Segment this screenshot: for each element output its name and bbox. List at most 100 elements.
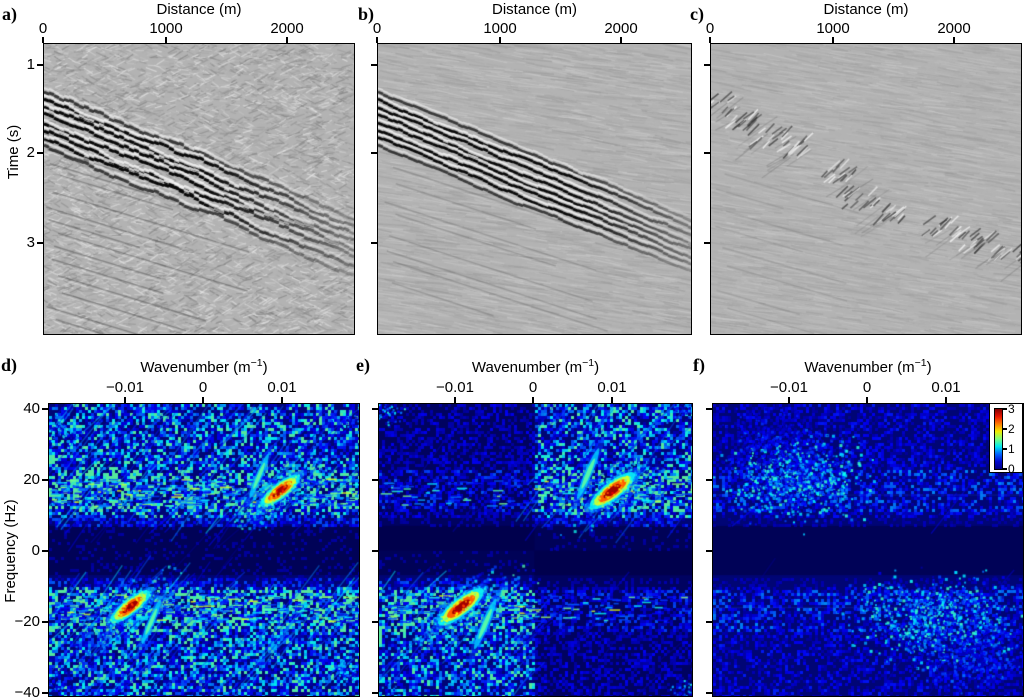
wavenumber-title-text: Wavenumber (m (140, 359, 251, 376)
wavenumber-axis-title: Wavenumber (m−1) (378, 358, 693, 376)
axis-tick-mark (371, 242, 377, 244)
axis-tick-mark (372, 479, 378, 481)
distance-tick-label: 1000 (149, 20, 183, 37)
axis-tick-mark (788, 397, 790, 403)
axis-tick-mark (37, 242, 43, 244)
axis-tick-mark (42, 692, 48, 694)
panel-b-seismic-gather (377, 43, 692, 335)
frequency-tick-label: −20 (14, 613, 40, 630)
colorbar-tick-mark (1002, 448, 1007, 450)
axis-tick-mark (286, 37, 288, 43)
axis-tick-mark (704, 64, 710, 66)
axis-tick-mark (704, 152, 710, 154)
panel-a-canvas (44, 44, 354, 334)
panel-label-d: d) (1, 355, 18, 375)
axis-tick-mark (42, 550, 48, 552)
frequency-tick-label: −40 (14, 684, 40, 700)
axis-tick-mark (37, 64, 43, 66)
wavenumber-tick-label: −0.01 (106, 379, 144, 396)
axis-tick-mark (42, 479, 48, 481)
panel-e-fk-spectrum (378, 403, 693, 697)
colorbar-tick-label: 0 (1008, 462, 1015, 476)
frequency-tick-label: 0 (31, 542, 40, 559)
wavenumber-tick-label: 0 (862, 379, 872, 396)
colorbar-gradient (994, 408, 1003, 470)
colorbar-tick-mark (1002, 408, 1007, 410)
time-tick-label: 1 (26, 56, 35, 73)
distance-tick-label: 1000 (483, 20, 517, 37)
axis-tick-mark (499, 37, 501, 43)
axis-tick-mark (371, 152, 377, 154)
wavenumber-title-text: ) (594, 359, 600, 376)
distance-tick-label: 2000 (937, 20, 971, 37)
axis-tick-mark (709, 37, 711, 43)
panel-c-canvas (711, 44, 1021, 334)
wavenumber-tick-label: 0.01 (267, 379, 297, 396)
distance-axis-title: Distance (m) (156, 1, 242, 18)
wavenumber-title-text: ) (926, 359, 932, 376)
axis-tick-mark (372, 408, 378, 410)
wavenumber-axis-title: Wavenumber (m−1) (48, 358, 360, 376)
axis-tick-mark (42, 408, 48, 410)
panel-f-canvas (713, 404, 1023, 696)
distance-tick-label: 0 (372, 20, 382, 37)
wavenumber-axis-title: Wavenumber (m−1) (712, 358, 1024, 376)
panel-label-e: e) (356, 355, 370, 375)
colorbar-tick-mark (1002, 468, 1007, 470)
axis-tick-mark (202, 397, 204, 403)
wavenumber-title-superscript: −1 (914, 357, 927, 369)
panel-c-seismic-gather (710, 43, 1022, 335)
axis-tick-mark (611, 397, 613, 403)
axis-tick-mark (706, 550, 712, 552)
wavenumber-tick-label: 0.01 (931, 379, 961, 396)
distance-tick-label: 2000 (270, 20, 304, 37)
panel-b-canvas (378, 44, 691, 334)
axis-tick-mark (620, 37, 622, 43)
frequency-tick-label: 20 (23, 471, 40, 488)
axis-tick-mark (372, 550, 378, 552)
panel-f-fk-spectrum (712, 403, 1024, 697)
panel-label-f: f) (693, 355, 705, 375)
axis-tick-mark (42, 621, 48, 623)
distance-tick-label: 1000 (816, 20, 850, 37)
axis-tick-mark (281, 397, 283, 403)
frequency-tick-label: 40 (23, 400, 40, 417)
wavenumber-title-superscript: −1 (582, 357, 595, 369)
axis-tick-mark (832, 37, 834, 43)
axis-tick-mark (376, 37, 378, 43)
panel-e-canvas (379, 404, 692, 696)
axis-tick-mark (37, 152, 43, 154)
wavenumber-title-text: Wavenumber (m (804, 359, 915, 376)
colorbar-tick-label: 2 (1008, 422, 1015, 436)
panel-a-seismic-gather (43, 43, 355, 335)
wavenumber-tick-label: −0.01 (770, 379, 808, 396)
time-tick-label: 2 (26, 144, 35, 161)
colorbar-tick-mark (1002, 428, 1007, 430)
axis-tick-mark (371, 64, 377, 66)
colorbar-tick-label: 1 (1008, 442, 1015, 456)
axis-tick-mark (706, 692, 712, 694)
axis-tick-mark (372, 621, 378, 623)
axis-tick-mark (124, 397, 126, 403)
distance-axis-title: Distance (m) (491, 1, 577, 18)
panel-label-c: c) (690, 4, 704, 24)
wavenumber-tick-label: 0 (528, 379, 538, 396)
axis-tick-mark (165, 37, 167, 43)
panel-label-a: a) (2, 4, 17, 24)
panel-d-fk-spectrum (48, 403, 360, 697)
wavenumber-title-superscript: −1 (250, 357, 263, 369)
wavenumber-title-text: Wavenumber (m (471, 359, 583, 376)
axis-tick-mark (945, 397, 947, 403)
wavenumber-tick-label: 0 (198, 379, 208, 396)
colorbar: 3 2 1 0 (989, 402, 1023, 476)
axis-tick-mark (706, 479, 712, 481)
axis-tick-mark (706, 408, 712, 410)
distance-tick-label: 2000 (604, 20, 638, 37)
distance-tick-label: 0 (38, 20, 48, 37)
colorbar-tick-label: 3 (1008, 402, 1015, 416)
distance-tick-label: 0 (705, 20, 715, 37)
distance-axis-title: Distance (m) (823, 1, 909, 18)
axis-tick-mark (866, 397, 868, 403)
wavenumber-tick-label: 0.01 (597, 379, 627, 396)
